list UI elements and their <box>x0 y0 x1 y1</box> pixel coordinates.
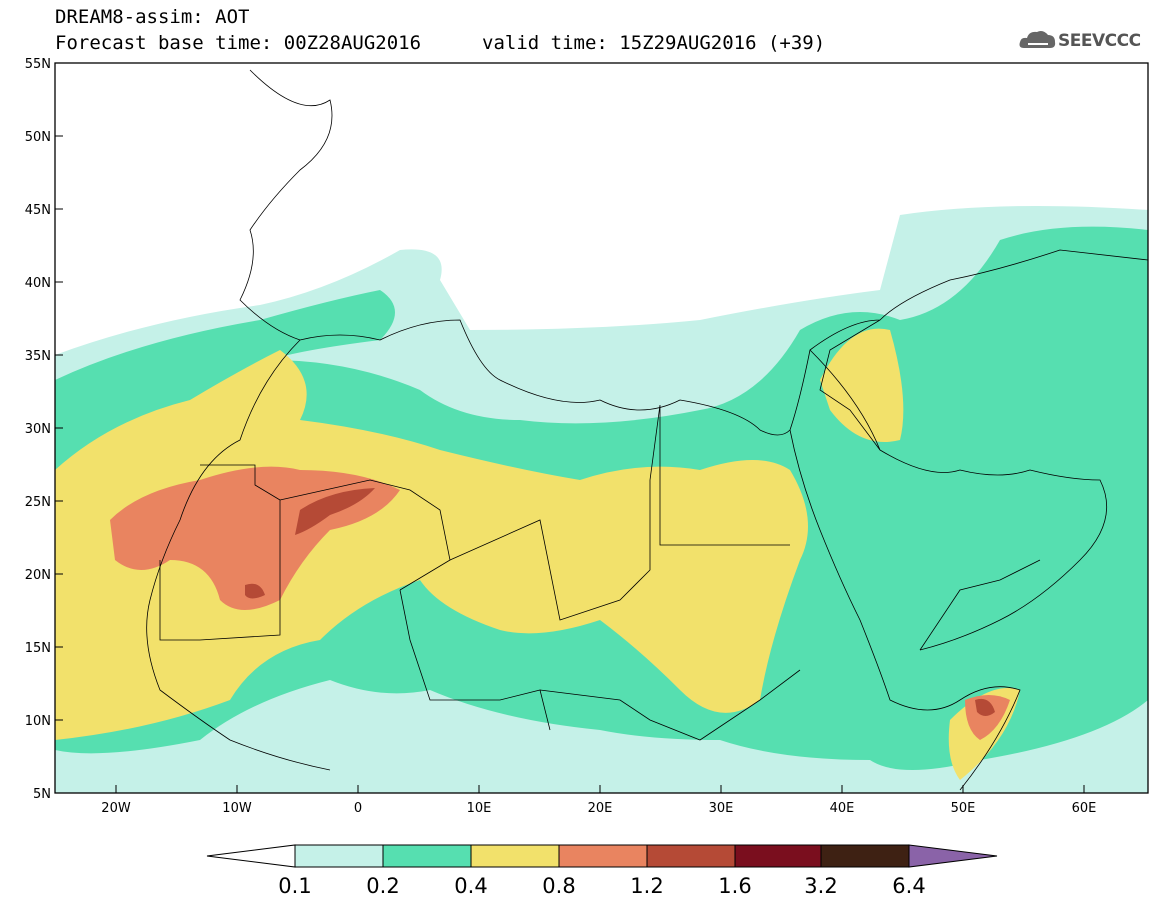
lat-label: 45N <box>25 203 51 218</box>
colorbar-arrow-low <box>206 844 296 868</box>
lon-label: 10W <box>222 801 252 816</box>
map-title: DREAM8-assim: AOT <box>55 6 250 28</box>
cloud-icon <box>1019 31 1056 48</box>
lat-label: 40N <box>25 276 51 291</box>
colorbar-bin <box>470 844 560 868</box>
lat-label: 30N <box>25 422 51 437</box>
colorbar-label: 0.1 <box>278 874 311 898</box>
lat-label: 50N <box>25 130 51 145</box>
lat-label: 5N <box>33 787 51 802</box>
colorbar-label: 0.4 <box>454 874 487 898</box>
colorbar-label: 0.2 <box>366 874 399 898</box>
country-borders <box>159 319 1041 741</box>
valid-time: valid time: 15Z29AUG2016 (+39) <box>482 32 826 54</box>
colorbar-bin <box>820 844 910 868</box>
lat-label: 20N <box>25 568 51 583</box>
lon-label: 20W <box>101 801 131 816</box>
lon-label: 40E <box>830 801 855 816</box>
lon-label: 60E <box>1072 801 1097 816</box>
forecast-base-time: Forecast base time: 00Z28AUG2016 <box>55 32 422 54</box>
lat-label: 25N <box>25 495 51 510</box>
colorbar-label: 3.2 <box>804 874 837 898</box>
lon-label: 10E <box>467 801 492 816</box>
aot-contour-0.4-iraq <box>820 328 904 442</box>
colorbar: 0.1 0.2 0.4 0.8 1.2 1.6 3.2 6.4 <box>206 844 998 898</box>
colorbar-label: 1.2 <box>630 874 663 898</box>
lon-label: 30E <box>709 801 734 816</box>
lon-label: 20E <box>588 801 613 816</box>
aot-contour-1.2 <box>295 488 375 535</box>
colorbar-bin <box>294 844 384 868</box>
colorbar-bin <box>646 844 736 868</box>
lon-axis: 20W 10W 0 10E 20E 30E 40E 50E 60E <box>101 785 1096 816</box>
colorbar-arrow-high <box>908 844 998 868</box>
aot-contour-0.4 <box>55 350 808 740</box>
aot-field <box>55 63 1148 793</box>
colorbar-bin <box>734 844 822 868</box>
colorbar-bin <box>382 844 472 868</box>
lat-label: 55N <box>25 57 51 72</box>
colorbar-label: 0.8 <box>542 874 575 898</box>
colorbar-label: 1.6 <box>718 874 751 898</box>
lon-label: 0 <box>354 801 362 816</box>
colorbar-bin <box>558 844 648 868</box>
coastlines <box>146 69 1148 791</box>
lat-axis: 55N 50N 45N 40N 35N 30N 25N 20N 15N 10N … <box>25 57 63 802</box>
lat-label: 10N <box>25 714 51 729</box>
lat-label: 15N <box>25 641 51 656</box>
colorbar-label: 6.4 <box>892 874 925 898</box>
aot-contour-1.2-b <box>245 583 265 599</box>
logo-text: SEEVCCC <box>1058 31 1141 51</box>
lat-label: 35N <box>25 349 51 364</box>
aot-contour-1.2-c <box>975 698 995 716</box>
lon-label: 50E <box>951 801 976 816</box>
